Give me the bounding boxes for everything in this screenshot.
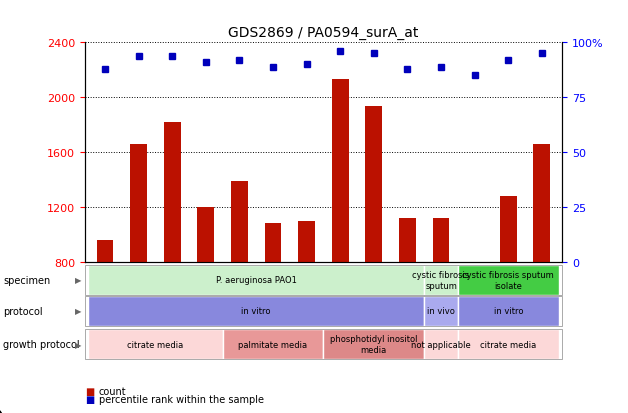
Bar xyxy=(500,197,517,372)
Text: count: count xyxy=(99,387,126,396)
Bar xyxy=(399,218,416,372)
Bar xyxy=(264,224,281,372)
Text: citrate media: citrate media xyxy=(127,340,183,349)
Text: ▶: ▶ xyxy=(75,340,82,349)
Bar xyxy=(365,106,382,372)
Text: growth protocol: growth protocol xyxy=(3,339,80,349)
Text: ■: ■ xyxy=(85,387,94,396)
Bar xyxy=(197,207,214,372)
Text: ▶: ▶ xyxy=(75,307,82,316)
Text: specimen: specimen xyxy=(3,275,50,285)
Text: cystic fibrosis sputum
isolate: cystic fibrosis sputum isolate xyxy=(462,271,554,290)
Text: in vitro: in vitro xyxy=(241,307,271,316)
Text: protocol: protocol xyxy=(3,306,43,316)
Text: citrate media: citrate media xyxy=(480,340,536,349)
Bar xyxy=(466,268,483,372)
Bar xyxy=(433,218,450,372)
Text: cystic fibrosis
sputum: cystic fibrosis sputum xyxy=(413,271,470,290)
Bar xyxy=(231,182,248,372)
Title: GDS2869 / PA0594_surA_at: GDS2869 / PA0594_surA_at xyxy=(228,26,419,40)
Bar xyxy=(164,123,181,372)
Text: in vitro: in vitro xyxy=(494,307,523,316)
Text: P. aeruginosa PAO1: P. aeruginosa PAO1 xyxy=(216,276,296,285)
Text: not applicable: not applicable xyxy=(411,340,471,349)
Bar xyxy=(332,80,349,372)
Bar xyxy=(130,145,147,372)
Text: ▶: ▶ xyxy=(75,276,82,285)
Text: palmitate media: palmitate media xyxy=(239,340,308,349)
Bar xyxy=(534,145,550,372)
Bar xyxy=(97,240,113,372)
Text: phosphotidyl inositol
media: phosphotidyl inositol media xyxy=(330,335,418,354)
Text: percentile rank within the sample: percentile rank within the sample xyxy=(99,394,264,404)
Bar xyxy=(298,221,315,372)
Text: in vivo: in vivo xyxy=(427,307,455,316)
Text: ■: ■ xyxy=(85,394,94,404)
